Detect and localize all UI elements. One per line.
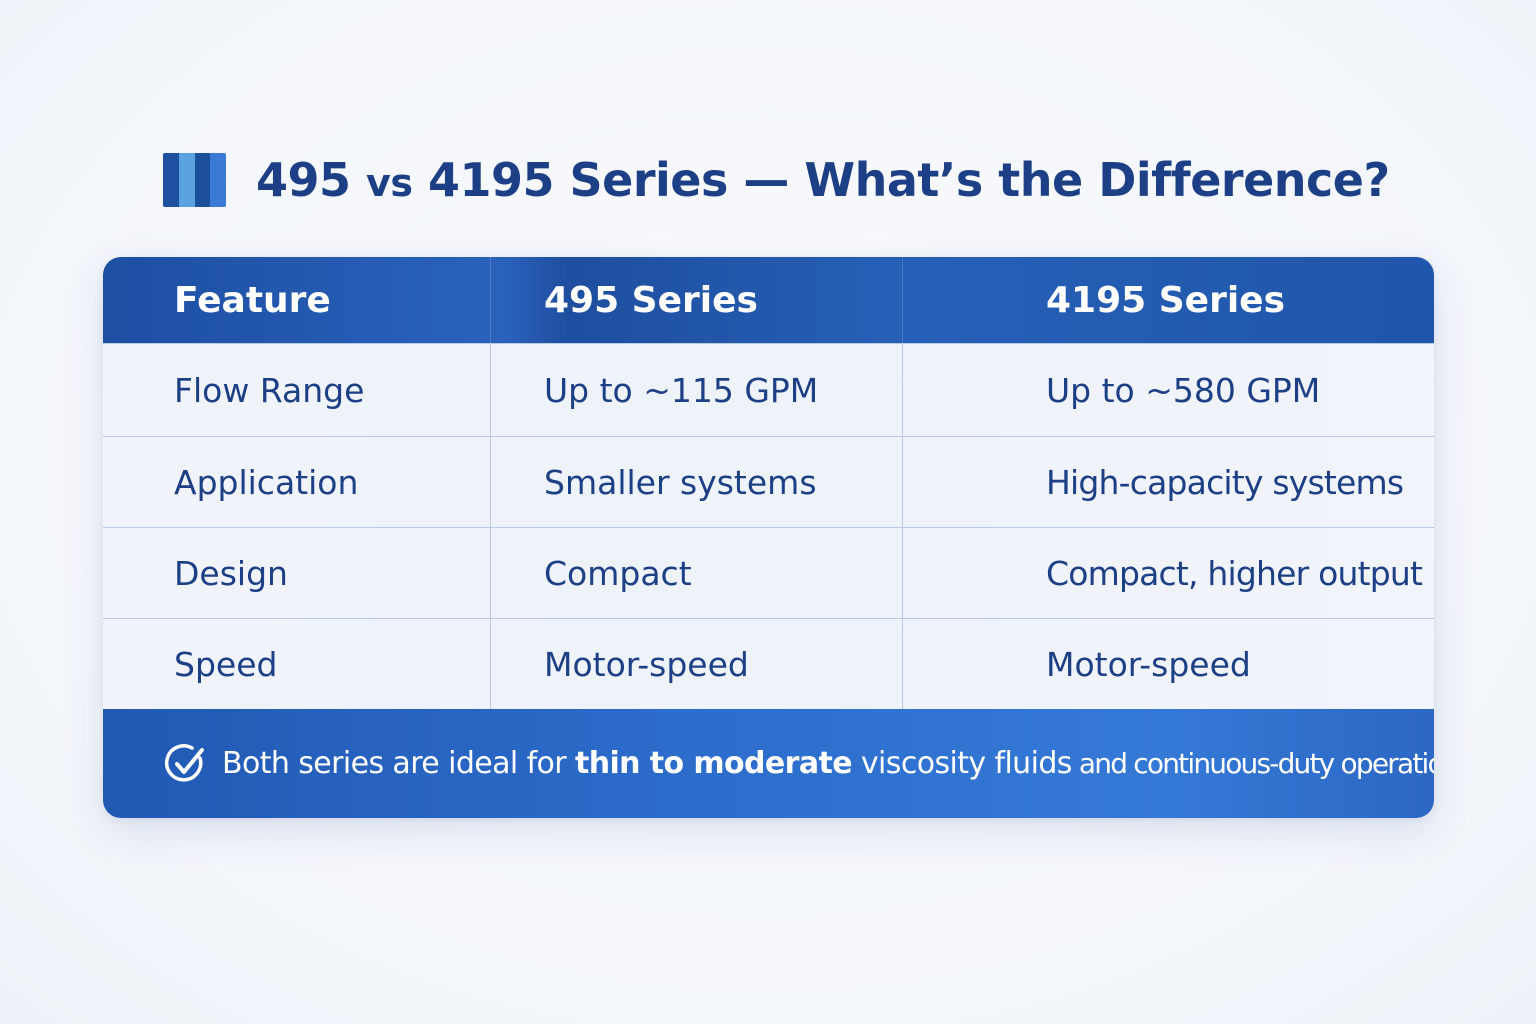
- table-row: Flow Range Up to ~115 GPM Up to ~580 GPM: [103, 343, 1434, 436]
- comparison-table: Feature 495 Series 4195 Series Flow Rang…: [103, 257, 1434, 818]
- cell-495: Up to ~115 GPM: [490, 344, 902, 436]
- cell-feature: Design: [174, 553, 288, 593]
- title-part2: 4195 Series — What’s the Difference?: [412, 153, 1390, 207]
- summary-text-bold: thin to moderate: [574, 746, 853, 781]
- cell-4195: Compact, higher output: [902, 528, 1434, 618]
- cell-4195: Motor-speed: [902, 619, 1434, 709]
- title-vs: vs: [366, 161, 413, 205]
- logo-bar: [163, 153, 179, 207]
- summary-text: Both series are ideal for thin to modera…: [222, 746, 1434, 781]
- logo-bar: [194, 153, 211, 207]
- summary-banner: Both series are ideal for thin to modera…: [103, 709, 1434, 818]
- logo-bar: [178, 153, 195, 207]
- logo-bar: [210, 153, 226, 207]
- table-header: Feature 495 Series 4195 Series: [103, 257, 1434, 343]
- bars-logo-icon: [163, 153, 226, 207]
- cell-495: Smaller systems: [490, 437, 902, 527]
- cell-feature: Flow Range: [174, 370, 365, 410]
- cell-feature: Speed: [174, 644, 278, 684]
- page-title: 495 vs 4195 Series — What’s the Differen…: [256, 153, 1390, 207]
- title-part1: 495: [256, 153, 367, 207]
- title-row: 495 vs 4195 Series — What’s the Differen…: [163, 150, 1390, 210]
- header-495-series: 495 Series: [490, 257, 902, 343]
- summary-text-before: Both series are ideal for: [222, 746, 575, 781]
- summary-text-after: and continuous-duty operation.: [1071, 747, 1434, 780]
- header-4195-series: 4195 Series: [902, 257, 1434, 343]
- table-row: Speed Motor-speed Motor-speed: [103, 618, 1434, 709]
- cell-495: Motor-speed: [490, 619, 902, 709]
- table-row: Design Compact Compact, higher output: [103, 527, 1434, 618]
- cell-feature: Application: [174, 462, 359, 502]
- table-row: Application Smaller systems High-capacit…: [103, 436, 1434, 527]
- cell-4195: Up to ~580 GPM: [902, 344, 1434, 436]
- summary-text-mid: viscosity fluids: [851, 746, 1073, 781]
- header-feature: Feature: [174, 279, 331, 321]
- check-circle-icon: [165, 743, 204, 782]
- cell-4195: High-capacity systems: [902, 437, 1434, 527]
- cell-495: Compact: [490, 528, 902, 618]
